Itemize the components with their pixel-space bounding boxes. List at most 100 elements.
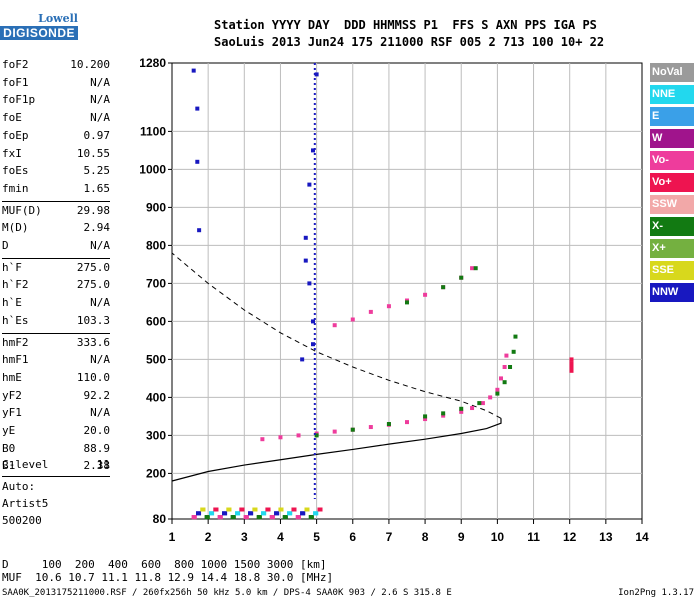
param-row: fmin 1.65 — [2, 182, 110, 200]
param-row: D N/A — [2, 239, 110, 257]
legend-item-noval: NoVal — [650, 63, 694, 82]
param-value: 0.97 — [83, 128, 111, 142]
auto-label: Auto: — [2, 480, 36, 493]
param-row: hmF1 N/A — [2, 353, 110, 371]
y-tick-label: 200 — [146, 466, 166, 480]
param-label: foEp — [2, 128, 29, 142]
es-echo-point — [252, 507, 258, 512]
legend-item-e: E — [650, 107, 694, 126]
param-label: foF2 — [2, 58, 29, 71]
y-tick-label: 700 — [146, 276, 166, 290]
param-label: hmF1 — [2, 353, 29, 367]
param-value: 2.38 — [83, 459, 111, 473]
param-value: 92.2 — [83, 388, 111, 402]
legend-item-x-: X+ — [650, 239, 694, 258]
echo-point — [405, 420, 409, 425]
param-value: N/A — [90, 93, 110, 107]
es-echo-point — [313, 511, 319, 516]
param-value: 10.200 — [70, 58, 110, 71]
param-label: fmin — [2, 181, 29, 195]
echo-point — [300, 357, 305, 362]
separator — [2, 200, 110, 202]
logo-text-lowell: Lowell — [38, 12, 78, 25]
muf-row: MUF 10.6 10.7 11.1 11.8 12.9 14.4 18.8 3… — [2, 571, 334, 584]
echo-point — [459, 275, 464, 280]
d-distance-row: D 100 200 400 600 800 1000 1500 3000 [km… — [2, 558, 327, 571]
y-tick-label: 80 — [153, 512, 167, 526]
param-row: MUF(D) 29.98 — [2, 204, 110, 222]
y-tick-label: 600 — [146, 314, 166, 328]
es-echo-point — [304, 507, 310, 512]
echo-point — [423, 414, 428, 419]
param-label: hmE — [2, 370, 22, 384]
echo-point — [311, 148, 315, 153]
echo-point — [441, 285, 446, 290]
param-value: 110.0 — [76, 370, 110, 384]
echo-point — [405, 300, 409, 305]
echo-point — [314, 72, 319, 77]
param-label: foF1p — [2, 93, 36, 107]
legend-item-w: W — [650, 129, 694, 148]
x-tick-label: 11 — [527, 530, 540, 544]
param-row: B0 88.9 — [2, 442, 110, 460]
y-tick-label: 400 — [146, 390, 166, 404]
c-level-row: C-level 11 — [2, 458, 110, 471]
param-value: 103.3 — [76, 313, 110, 327]
x-tick-label: 8 — [422, 530, 429, 544]
param-label: h`E — [2, 296, 22, 310]
es-echo-point — [265, 507, 271, 512]
param-label: foF1 — [2, 75, 29, 89]
echo-point — [459, 409, 464, 414]
param-label: B1 — [2, 459, 16, 473]
es-echo-point — [308, 515, 314, 520]
x-tick-label: 9 — [458, 530, 465, 544]
echo-point — [278, 435, 283, 440]
x-tick-label: 2 — [205, 530, 212, 544]
echo-point — [495, 391, 500, 396]
echo-point — [569, 361, 574, 366]
es-echo-point — [269, 515, 275, 520]
es-echo-point — [196, 511, 202, 516]
es-echo-point — [222, 511, 228, 516]
es-echo-point — [256, 515, 262, 520]
param-row: h`E N/A — [2, 296, 110, 314]
es-echo-point — [274, 511, 280, 516]
echo-point — [191, 68, 196, 73]
param-value: N/A — [90, 111, 110, 125]
es-echo-point — [287, 511, 293, 516]
param-value: N/A — [90, 239, 110, 252]
es-echo-point — [209, 511, 215, 516]
echo-point — [441, 413, 446, 418]
param-value: N/A — [90, 296, 110, 310]
echo-point — [307, 281, 312, 286]
param-value: N/A — [90, 75, 110, 89]
param-label: h`Es — [2, 313, 29, 327]
es-echo-point — [317, 507, 323, 512]
es-echo-point — [235, 511, 241, 516]
auto-artist: Artist5 — [2, 497, 49, 510]
param-row: foEp 0.97 — [2, 129, 110, 147]
legend-item-vo-: Vo- — [650, 151, 694, 170]
digisonde-logo: Lowell DIGISONDE — [0, 6, 108, 40]
echo-point — [569, 365, 574, 369]
legend-item-vo-: Vo+ — [650, 173, 694, 192]
es-echo-point — [204, 515, 210, 520]
param-label: fxI — [2, 146, 22, 160]
param-label: B0 — [2, 441, 16, 455]
param-value: 10.55 — [76, 146, 110, 160]
es-echo-point — [200, 507, 206, 512]
plot-frame — [171, 62, 643, 520]
x-tick-label: 3 — [241, 530, 248, 544]
es-echo-point — [300, 511, 306, 516]
param-row: foEs 5.25 — [2, 164, 110, 182]
y-tick-label: 300 — [146, 428, 166, 442]
x-tick-label: 14 — [635, 530, 649, 544]
echo-point — [508, 365, 513, 369]
header-line-2: SaoLuis 2013 Jun24 175 211000 RSF 005 2 … — [214, 35, 605, 49]
param-value: 5.25 — [83, 164, 111, 178]
echo-point — [488, 395, 493, 400]
param-row: foF1 N/A — [2, 76, 110, 94]
auto-code: 500200 — [2, 514, 42, 527]
echo-point — [195, 106, 200, 111]
echo-point — [569, 368, 574, 373]
